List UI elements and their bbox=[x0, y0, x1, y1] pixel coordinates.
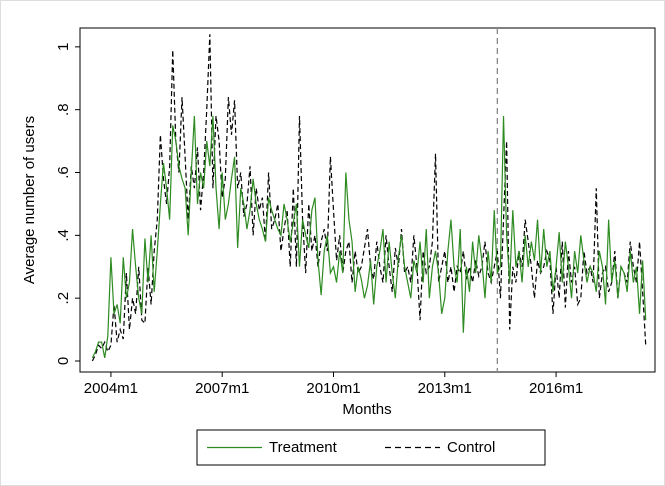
plot-area bbox=[79, 27, 656, 373]
y-tick-label: 0 bbox=[55, 357, 72, 365]
x-tick-label: 2013m1 bbox=[418, 380, 472, 397]
legend-label: Control bbox=[447, 439, 495, 456]
x-axis-title: Months bbox=[342, 401, 391, 418]
series-line bbox=[91, 34, 647, 362]
legend-label: Treatment bbox=[269, 439, 338, 456]
y-axis-title: Average number of users bbox=[21, 116, 38, 284]
y-tick-label: 1 bbox=[55, 43, 72, 51]
y-tick-label: .8 bbox=[55, 103, 72, 116]
x-tick-label: 2007m1 bbox=[195, 380, 249, 397]
x-tick-label: 2010m1 bbox=[306, 380, 360, 397]
y-tick-label: .4 bbox=[55, 229, 72, 242]
x-tick-label: 2016m1 bbox=[529, 380, 583, 397]
x-tick-label: 2004m1 bbox=[84, 380, 138, 397]
y-tick-label: .6 bbox=[55, 166, 72, 179]
series-line bbox=[91, 115, 647, 359]
y-tick-label: .2 bbox=[55, 292, 72, 305]
